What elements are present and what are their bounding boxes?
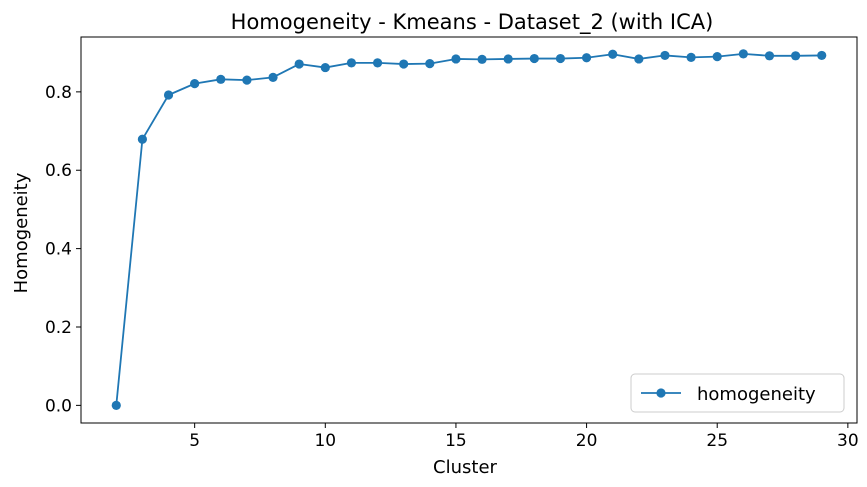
data-point bbox=[242, 75, 252, 85]
y-tick-label: 0.6 bbox=[45, 161, 72, 181]
data-point bbox=[451, 54, 461, 64]
y-tick-label: 0.2 bbox=[45, 318, 72, 338]
x-tick-label: 15 bbox=[445, 431, 467, 451]
x-tick-label: 20 bbox=[576, 431, 598, 451]
data-point bbox=[686, 52, 696, 62]
data-point bbox=[660, 50, 670, 61]
x-tick-label: 30 bbox=[837, 431, 859, 451]
x-axis-label: Cluster bbox=[433, 457, 497, 478]
data-point bbox=[712, 51, 722, 62]
data-point bbox=[634, 54, 644, 64]
data-point bbox=[817, 50, 827, 61]
axes-frame bbox=[80, 36, 858, 424]
legend-label: homogeneity bbox=[697, 384, 816, 405]
data-point bbox=[529, 53, 539, 64]
data-point bbox=[555, 53, 566, 64]
data-point bbox=[137, 134, 148, 144]
data-point bbox=[581, 53, 592, 63]
data-point bbox=[111, 400, 121, 410]
data-point bbox=[372, 58, 383, 68]
data-point bbox=[790, 51, 801, 61]
data-point bbox=[346, 58, 357, 68]
y-tick-label: 0.0 bbox=[45, 396, 72, 416]
data-point bbox=[399, 59, 409, 69]
y-tick-label: 0.4 bbox=[45, 240, 72, 260]
plot-area: 5 10 15 20 25 30 0.0 0.2 0.4 0.6 0.8 homogeneity bbox=[45, 36, 859, 451]
data-point bbox=[764, 51, 775, 61]
legend-box bbox=[630, 373, 845, 413]
data-point bbox=[294, 59, 304, 69]
y-tick-label: 0.8 bbox=[45, 83, 72, 103]
data-point bbox=[503, 54, 513, 64]
series-line-0 bbox=[115, 52, 822, 406]
data-point bbox=[268, 72, 278, 82]
data-point bbox=[425, 59, 435, 69]
x-tick-label: 10 bbox=[314, 431, 336, 451]
data-point bbox=[320, 62, 330, 73]
x-tick-label: 5 bbox=[189, 431, 200, 451]
data-point bbox=[190, 79, 200, 89]
legend-marker bbox=[656, 388, 666, 398]
data-point bbox=[477, 54, 487, 64]
data-point bbox=[163, 90, 174, 100]
chart-title: Homogeneity - Kmeans - Dataset_2 (with I… bbox=[231, 10, 714, 35]
data-point bbox=[216, 74, 226, 84]
data-point bbox=[738, 49, 748, 59]
y-axis-label: Homogeneity bbox=[11, 172, 32, 293]
data-point bbox=[608, 49, 618, 59]
x-tick-label: 25 bbox=[706, 431, 728, 451]
